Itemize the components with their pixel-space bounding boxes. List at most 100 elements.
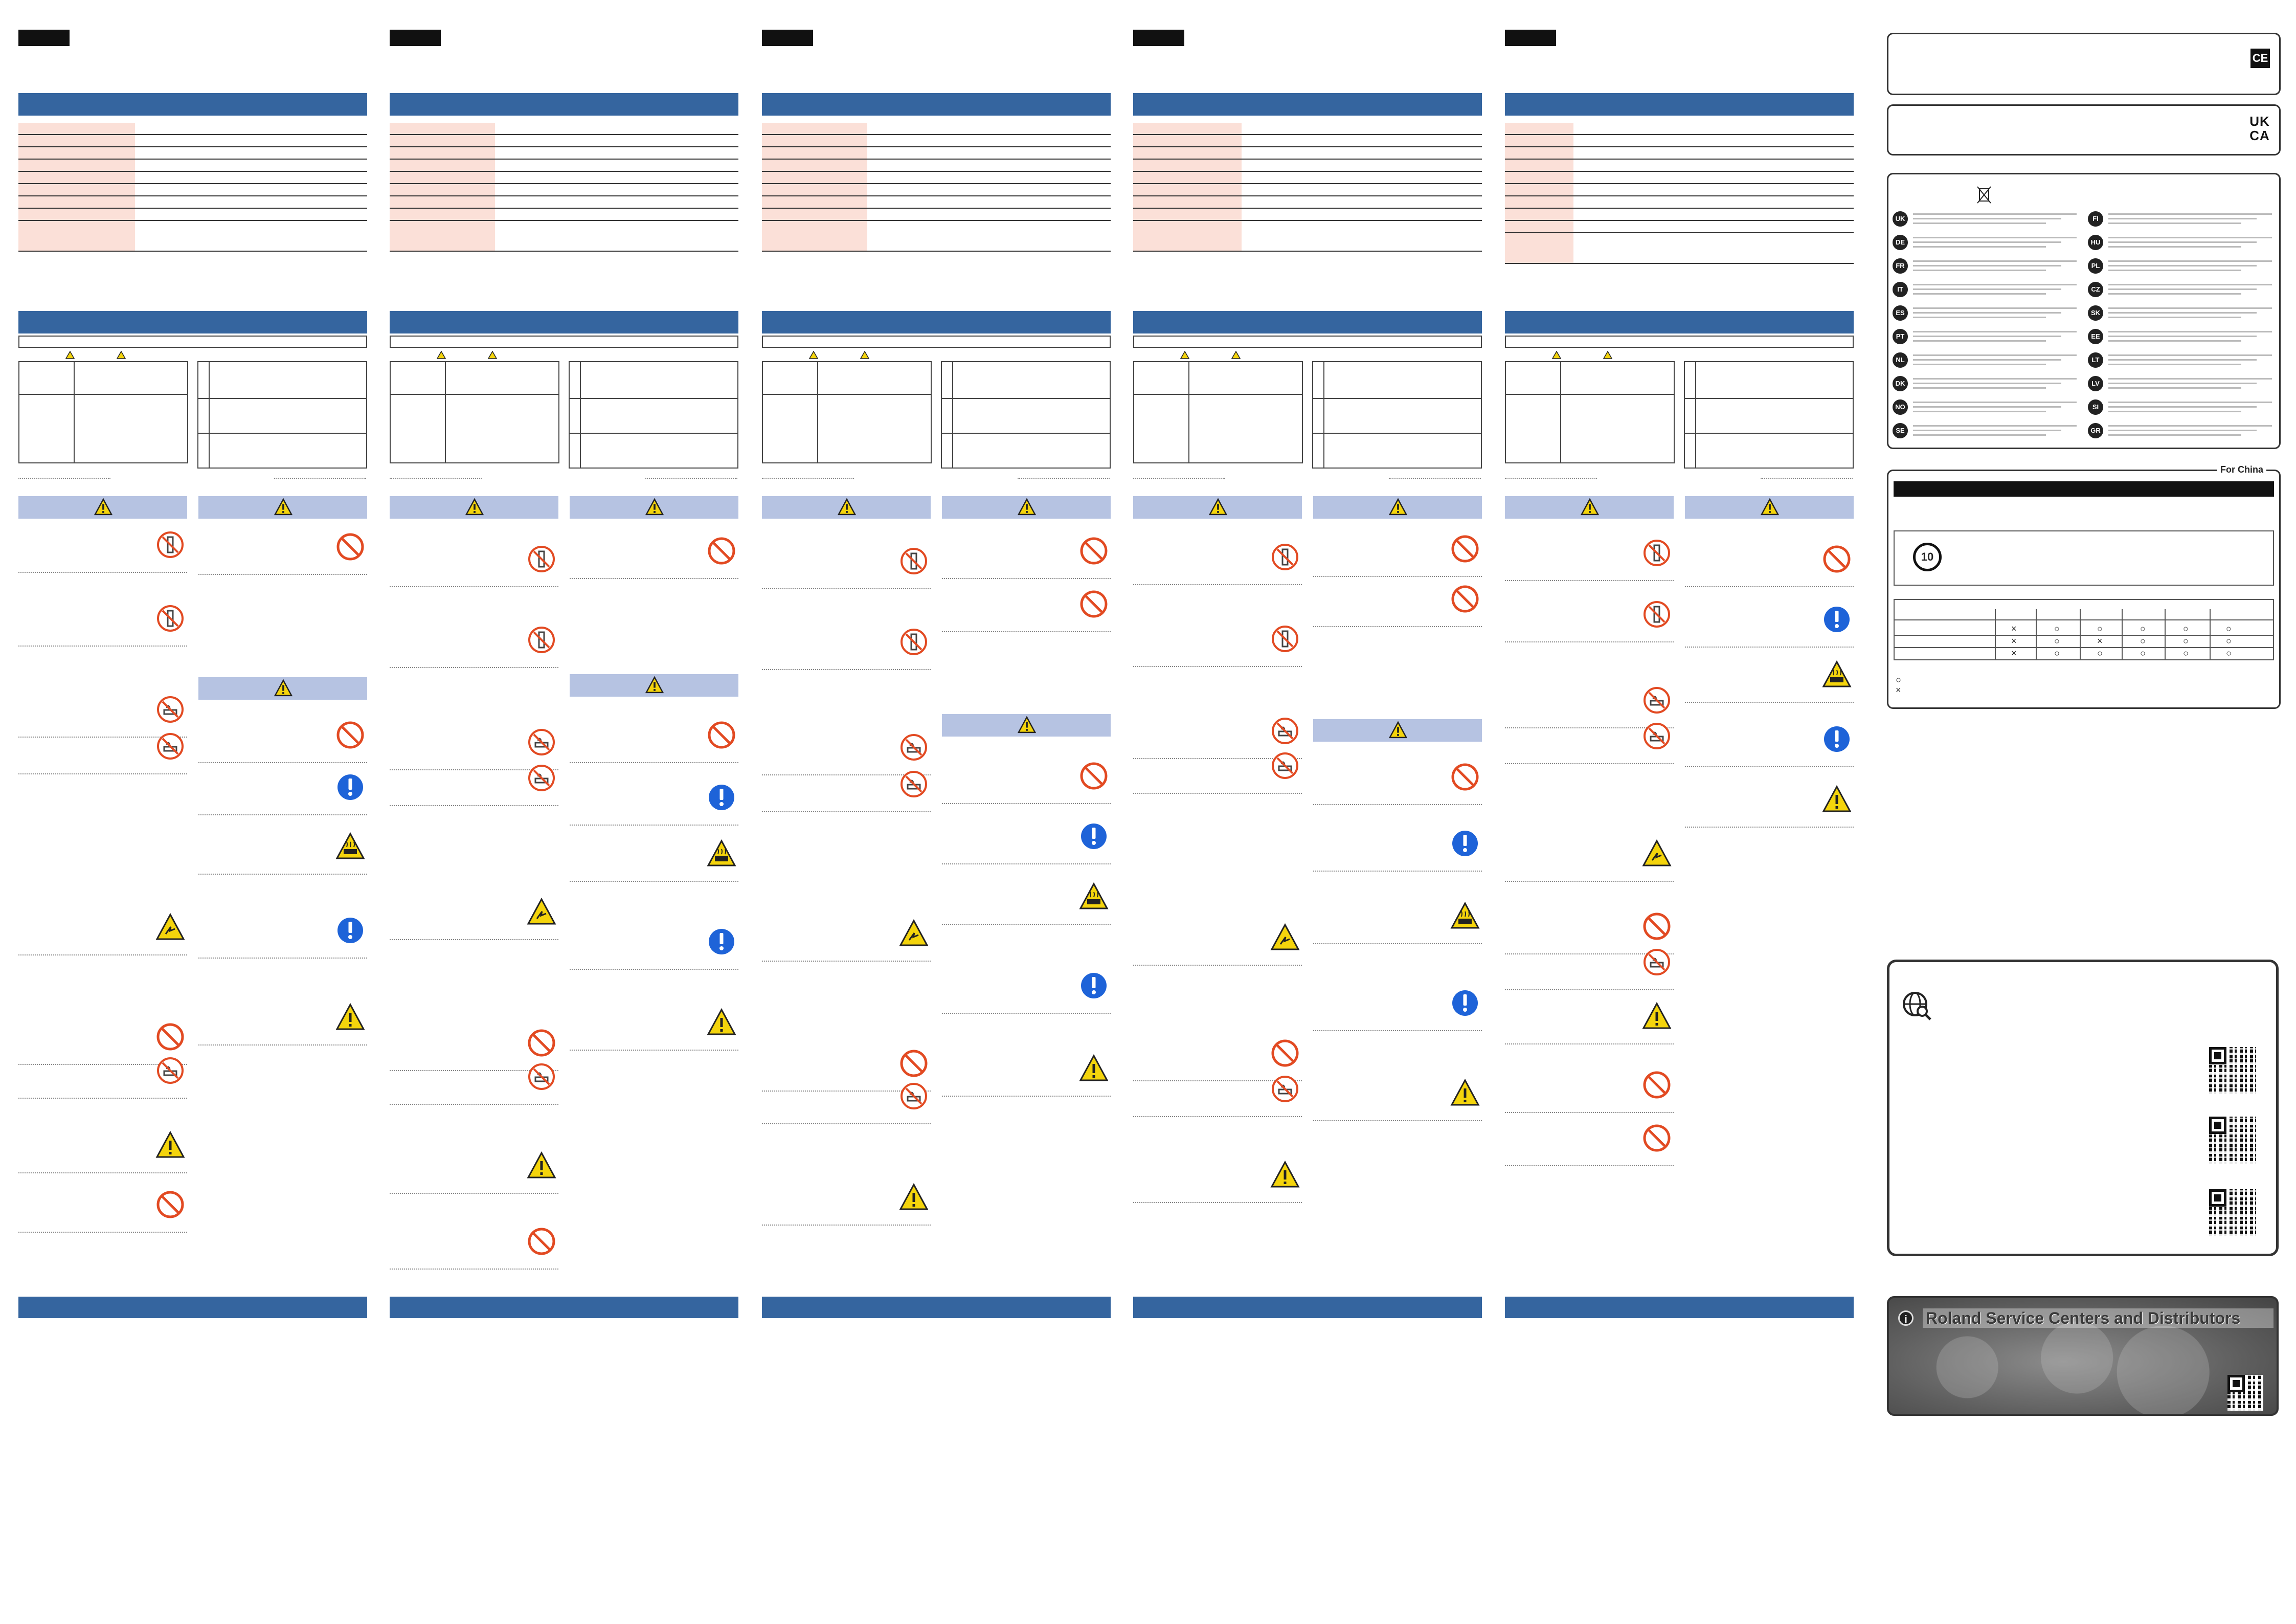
epup-icon: 10 [1913,543,1942,571]
support-panel [1887,960,2279,1256]
text-line [1913,241,2061,243]
language-code: PL [2091,262,2100,270]
divider-line [762,811,931,812]
legend-divider [952,362,953,468]
spec-row [762,209,1111,221]
spec-row [18,221,367,252]
warning-caution-legend [762,361,932,463]
disassemble-prohibited-icon [155,530,185,560]
text-line [2108,434,2241,436]
qr-code-2[interactable] [2209,1117,2256,1164]
spec-row [762,184,1111,196]
divider-line [1313,626,1482,627]
language-tab[interactable] [1133,30,1184,46]
caution-header [1313,719,1482,742]
hot-surface-icon [707,839,736,869]
spec-key-cell [762,135,867,146]
spec-key-cell [18,123,135,134]
divider-line [570,825,738,826]
spec-key-cell [390,184,495,195]
legend-divider [817,362,818,462]
text-line [1913,434,2046,436]
text-line [1913,411,2046,412]
language-code: HU [2090,238,2101,246]
spec-row [1505,184,1854,196]
text-line [2108,288,2257,290]
language-code-badge: LV [2088,376,2103,391]
prohibition-icon [707,536,736,566]
warning-triangle-icon [274,498,293,518]
spec-header-bar [762,93,1111,116]
text-line [2108,312,2257,314]
language-tab[interactable] [762,30,813,46]
qr-code-1[interactable] [2209,1047,2256,1094]
divider-line [1685,827,1854,828]
spec-table [1133,123,1482,252]
footer-bar [762,1297,1111,1318]
spec-key-cell [1505,209,1573,220]
text-line [2108,265,2257,266]
substance-cell: ○ [2097,624,2103,634]
language-tab[interactable] [390,30,441,46]
text-line [2108,237,2272,238]
spec-key-cell [1133,160,1242,171]
divider-line [390,769,558,770]
symbol-meaning-legend [941,361,1111,469]
ce-declaration-panel: CE [1887,33,2281,95]
prohibition-icon [335,720,365,750]
prohibition-icon [1270,1038,1300,1068]
divider-line [198,814,367,815]
language-code: SK [2090,309,2101,317]
divider-line [1505,881,1674,882]
service-qr-code[interactable] [2227,1375,2263,1411]
prohibition-icon [527,1028,556,1058]
spec-key-cell [1133,135,1242,146]
table-row-divider [1894,635,2274,636]
divider-line [762,774,931,775]
warning-triangle-icon [487,350,498,359]
divider-line [390,939,558,940]
symbol-meaning-legend [1684,361,1854,469]
spec-row [390,160,738,172]
language-code: FR [1896,262,1905,270]
spec-row [390,184,738,196]
electric-shock-warning-icon [527,897,556,927]
prohibition-icon [527,1227,556,1256]
spec-row [762,123,1111,135]
text-line [2108,246,2241,248]
water-prohibited-icon [1270,751,1300,781]
language-code-badge: DK [1893,376,1908,391]
mandatory-action-icon [335,916,365,945]
warning-triangle-icon [808,350,819,359]
language-code: IT [1897,285,1903,293]
divider-line [1685,766,1854,767]
prohibition-icon [707,720,736,750]
qr-code-3[interactable] [2209,1189,2256,1236]
divider-line [1505,1043,1674,1044]
warning-header [18,496,187,519]
footer-bar [18,1297,367,1318]
warning-header [390,496,558,519]
warning-triangle-icon [1580,498,1600,518]
divider-line [1685,702,1854,703]
spec-row [1505,172,1854,184]
caution-header [942,496,1111,519]
water-prohibited-icon [1270,1074,1300,1104]
language-tab[interactable] [1505,30,1556,46]
language-tab[interactable] [18,30,70,46]
spec-key-cell [18,172,135,183]
legend-divider [942,433,1110,434]
text-line [1913,246,2046,248]
legend-divider [1695,362,1696,468]
divider-line [390,478,482,479]
substance-cell: ○ [2183,636,2189,646]
hazard-substance-table: × ○ ○ ○ ○ ○ × ○ × ○ ○ ○ × ○ ○ ○ ○ ○ [1894,599,2274,660]
ce-mark-text: CE [2252,52,2268,64]
divider-line [390,805,558,806]
table-head-divider [1894,619,2274,620]
language-code-badge: SI [2088,399,2103,415]
divider-line [18,773,187,774]
legend-divider [580,362,581,468]
warning-triangle-icon [645,498,664,518]
text-line [1913,430,2061,431]
